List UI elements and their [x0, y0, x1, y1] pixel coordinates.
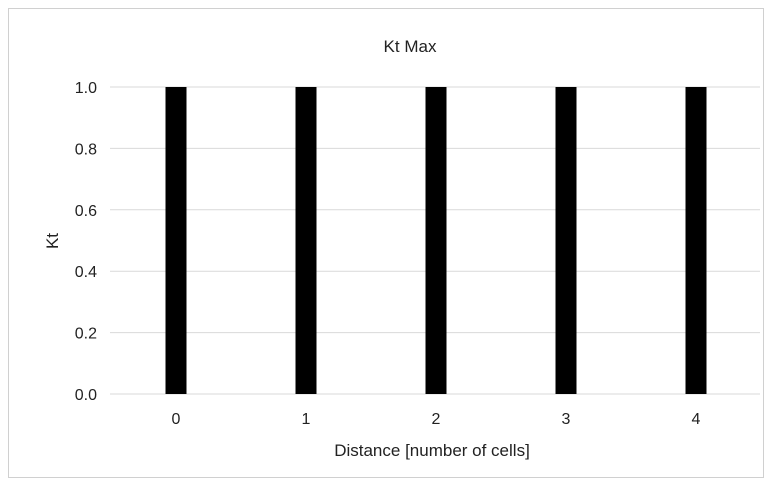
bar-3 [555, 87, 577, 394]
chart-title: Kt Max [384, 37, 437, 56]
x-tick-label: 1 [302, 411, 311, 428]
bars [165, 87, 707, 394]
x-axis-title: Distance [number of cells] [334, 441, 530, 460]
y-tick-label: 1.0 [75, 80, 97, 97]
y-tick-label: 0.6 [75, 203, 97, 220]
bar-2 [425, 87, 447, 394]
x-tick-label: 3 [562, 411, 571, 428]
x-tick-label: 2 [432, 411, 441, 428]
y-axis-title: Kt [43, 233, 62, 249]
bar-1 [295, 87, 317, 394]
y-tick-labels: 0.0 0.2 0.4 0.6 0.8 1.0 [75, 80, 97, 404]
x-tick-label: 4 [692, 411, 701, 428]
bar-4 [685, 87, 707, 394]
chart-frame [8, 8, 764, 478]
y-tick-label: 0.8 [75, 141, 97, 158]
y-tick-label: 0.0 [75, 387, 97, 404]
x-tick-label: 0 [172, 411, 181, 428]
x-tick-labels: 0 1 2 3 4 [172, 411, 701, 428]
bar-0 [165, 87, 187, 394]
y-tick-label: 0.2 [75, 326, 97, 343]
y-tick-label: 0.4 [75, 264, 97, 281]
